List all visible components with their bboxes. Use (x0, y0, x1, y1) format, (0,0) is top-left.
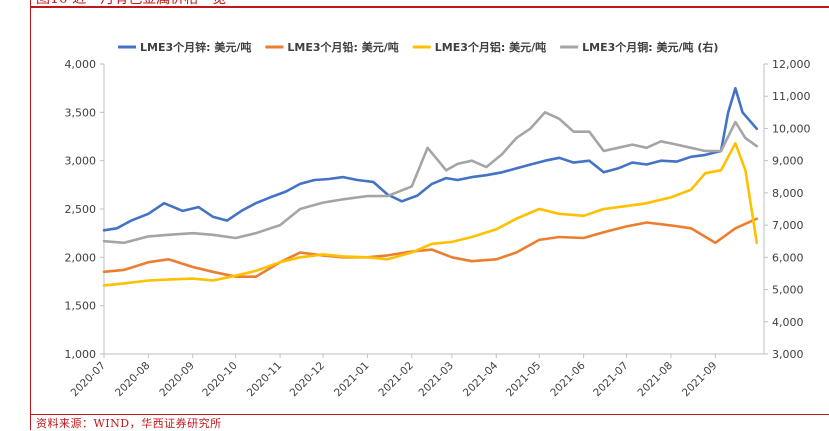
left-tick-label: 2,500 (65, 203, 97, 216)
legend-label-2: LME3个月铅: 美元/吨 (287, 40, 398, 54)
legend-label-3: LME3个月铝: 美元/吨 (435, 40, 546, 54)
left-tick-label: 4,000 (65, 58, 97, 71)
x-tick-label: 2020-11 (245, 360, 285, 400)
series-line-3 (104, 143, 757, 285)
price-line-chart: LME3个月锌: 美元/吨 LME3个月铅: 美元/吨 LME3个月铝: 美元/吨 L… (0, 0, 829, 414)
x-tick-label: 2021-02 (376, 360, 416, 400)
right-tick-label: 5,000 (772, 284, 804, 297)
x-tick-label: 2021-06 (548, 359, 588, 399)
x-tick-label: 2021-05 (504, 360, 544, 400)
left-tick-label: 2,000 (65, 251, 97, 264)
right-tick-label: 4,000 (772, 316, 804, 329)
left-tick-label: 1,000 (65, 348, 97, 361)
left-tick-label: 3,500 (65, 106, 97, 119)
x-tick-label: 2021-01 (332, 360, 372, 400)
series-lines (104, 88, 757, 285)
right-tick-label: 7,000 (772, 219, 804, 232)
x-tick-label: 2021-09 (680, 360, 720, 400)
x-tick-label: 2020-08 (113, 360, 153, 400)
right-tick-label: 8,000 (772, 187, 804, 200)
x-tick-label: 2021-03 (417, 360, 457, 400)
x-tick-label: 2020-12 (288, 360, 328, 400)
legend-label-1: LME3个月锌: 美元/吨 (140, 40, 251, 54)
left-tick-label: 3,000 (65, 155, 97, 168)
right-tick-label: 12,000 (772, 58, 811, 71)
left-y-axis: 1,000 1,500 2,000 2,500 3,000 3,500 4,000 (65, 58, 105, 361)
x-tick-label: 2021-04 (461, 359, 501, 399)
series-line-1 (104, 88, 757, 230)
x-axis: 2020-07 2020-08 2020-09 2020-10 2020-11 2020-… (69, 354, 764, 399)
x-tick-label: 2021-08 (636, 360, 676, 400)
right-y-axis: 3,000 4,000 5,000 6,000 7,000 8,000 9,000 10,00… (764, 58, 811, 361)
chart-legend: LME3个月锌: 美元/吨 LME3个月铅: 美元/吨 LME3个月铝: 美元/吨 L… (118, 40, 718, 54)
series-line-2 (104, 219, 757, 277)
right-tick-label: 10,000 (772, 122, 811, 135)
x-tick-label: 2020-09 (157, 360, 197, 400)
right-tick-label: 9,000 (772, 155, 804, 168)
left-tick-label: 1,500 (65, 300, 97, 313)
legend-label-4: LME3个月铜: 美元/吨 (右) (582, 40, 718, 54)
right-tick-label: 11,000 (772, 90, 811, 103)
x-tick-label: 2020-07 (69, 360, 109, 400)
x-tick-label: 2020-10 (200, 360, 240, 400)
right-tick-label: 6,000 (772, 251, 804, 264)
right-tick-label: 3,000 (772, 348, 804, 361)
x-tick-label: 2021-07 (591, 360, 631, 400)
